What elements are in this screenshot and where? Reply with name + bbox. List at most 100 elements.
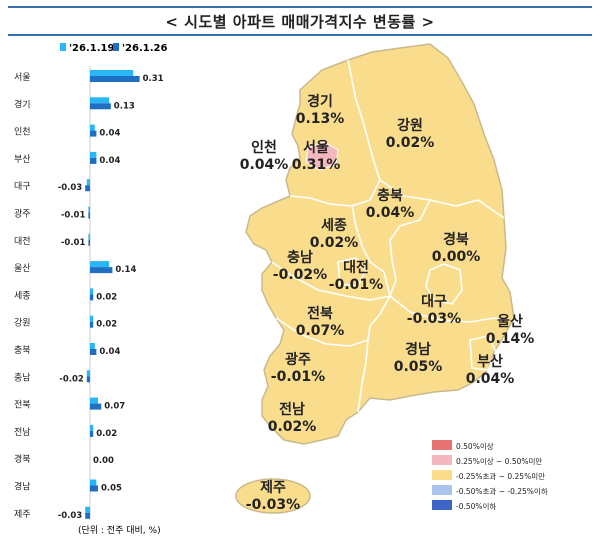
- bar: [85, 185, 90, 192]
- category-label: 서울: [14, 72, 31, 83]
- value-label: 0.05: [101, 484, 122, 494]
- unit-note: (단위 : 전주 대비, %): [78, 525, 161, 536]
- bar: [90, 424, 94, 431]
- map-region-name: 경북: [443, 231, 469, 248]
- category-label: 경북: [14, 453, 31, 465]
- map-legend-label: 0.50%이상: [456, 441, 494, 451]
- map-mainland: [245, 43, 515, 445]
- category-label: 충북: [14, 345, 31, 356]
- bar: [86, 179, 90, 186]
- value-label: -0.01: [61, 211, 86, 221]
- category-label: 전남: [14, 427, 31, 438]
- bar: [88, 233, 90, 240]
- map-border-chungbuk-gangwon: [379, 179, 505, 219]
- category-label: 전북: [14, 400, 31, 411]
- category-label: 인천: [14, 127, 31, 138]
- bar: [90, 397, 98, 404]
- map-region-value: -0.01%: [271, 369, 325, 385]
- value-label: -0.01: [61, 238, 86, 248]
- value-label: 0.04: [99, 347, 120, 357]
- map-legend-swatch: [432, 485, 452, 495]
- map-border-gyeonggi-gangwon: [347, 59, 381, 181]
- map-region-name: 제주: [260, 480, 286, 496]
- map-region-value: -0.01%: [329, 277, 383, 293]
- map-legend-swatch: [432, 455, 452, 465]
- map-region-name: 경남: [405, 341, 431, 358]
- legend-label-series2: '26.1.26: [122, 43, 167, 54]
- bar: [90, 151, 97, 158]
- map-legend-label: -0.50%초과 ~ -0.25%이하: [456, 486, 548, 496]
- map-region-value: 0.02%: [268, 419, 317, 435]
- bar: [90, 479, 97, 486]
- map-region-value: 0.13%: [296, 111, 345, 127]
- category-label: 울산: [14, 263, 31, 274]
- value-label: -0.03: [58, 511, 83, 521]
- category-label: 충남: [14, 372, 31, 383]
- page-title: < 시도별 아파트 매매가격지수 변동률 >: [8, 6, 592, 36]
- value-label: 0.00: [93, 456, 114, 466]
- map-legend: 0.50%이상 0.25%이상 ~ 0.50%미만 -0.25%초과 ~ 0.25%…: [432, 440, 548, 511]
- value-label: -0.03: [58, 183, 83, 193]
- map-legend-label: -0.50%이하: [456, 501, 496, 511]
- map-region-name: 충북: [377, 188, 403, 204]
- category-label: 부산: [14, 154, 31, 165]
- bar-legend: '26.1.19 '26.1.26: [60, 43, 167, 54]
- map-legend-swatch: [432, 500, 452, 510]
- bar: [86, 376, 90, 383]
- map-region-name: 충남: [287, 249, 313, 266]
- bar: [90, 261, 110, 268]
- category-label: 경기: [14, 98, 31, 110]
- map-region-value: 0.04%: [366, 205, 415, 221]
- map-border-chungbuk-gyeongbuk: [389, 199, 431, 297]
- map-region-value: -0.03%: [246, 497, 300, 513]
- map-region-name: 전북: [307, 305, 333, 322]
- value-label: 0.07: [104, 402, 125, 412]
- bar: [88, 212, 90, 219]
- map-border-jeonbuk-jeonnam: [275, 317, 369, 347]
- value-label: 0.04: [99, 156, 120, 166]
- value-label: 0.31: [143, 74, 164, 84]
- map-region-name: 서울: [303, 139, 329, 156]
- map-region-name: 경기: [307, 93, 333, 110]
- category-label: 대전: [14, 236, 31, 247]
- value-label: 0.13: [114, 101, 135, 111]
- bars-layer: 서울 0.31 경기 0.13 인천 0.04 부산 0.04 대구 -0.03 광주 -0.01 대전…: [14, 70, 164, 521]
- bar: [86, 370, 90, 377]
- bar: [90, 124, 95, 131]
- bar: [90, 97, 110, 104]
- category-label: 제주: [14, 509, 31, 520]
- bar: [85, 506, 90, 513]
- map-legend-label: 0.25%이상 ~ 0.50%미만: [456, 456, 542, 466]
- bar: [90, 294, 94, 301]
- bar: [90, 315, 94, 322]
- map-border-daejeon: [337, 257, 367, 287]
- value-label: 0.02: [96, 320, 117, 330]
- bar: [90, 70, 134, 76]
- bar: [90, 130, 97, 137]
- korea-map: [235, 43, 515, 514]
- category-label: 강원: [14, 318, 31, 329]
- value-label: 0.02: [96, 429, 117, 439]
- bar: [90, 343, 95, 349]
- map-border-gyeonggi-south: [289, 179, 381, 207]
- map-border-busan: [469, 335, 497, 371]
- category-label: 대구: [14, 181, 31, 192]
- map-region-value: 0.02%: [386, 135, 435, 151]
- map-region-name: 세종: [321, 218, 347, 234]
- bar: [90, 267, 113, 274]
- bar: [90, 157, 97, 164]
- bar: [90, 288, 94, 295]
- map-region-value: -0.03%: [407, 311, 461, 327]
- map-region-name: 대전: [343, 259, 369, 276]
- map-region-name: 인천: [251, 139, 277, 156]
- map-region-value: -0.02%: [273, 267, 327, 283]
- legend-swatch-series1: [60, 43, 66, 51]
- bar: [90, 403, 102, 410]
- legend-swatch-series2: [113, 43, 119, 51]
- map-border-chungnam-chungbuk: [351, 205, 391, 297]
- category-label: 경남: [14, 481, 31, 493]
- map-legend-swatch: [432, 470, 452, 480]
- value-label: 0.14: [115, 265, 136, 275]
- value-label: -0.02: [59, 374, 84, 384]
- bar: [90, 321, 94, 328]
